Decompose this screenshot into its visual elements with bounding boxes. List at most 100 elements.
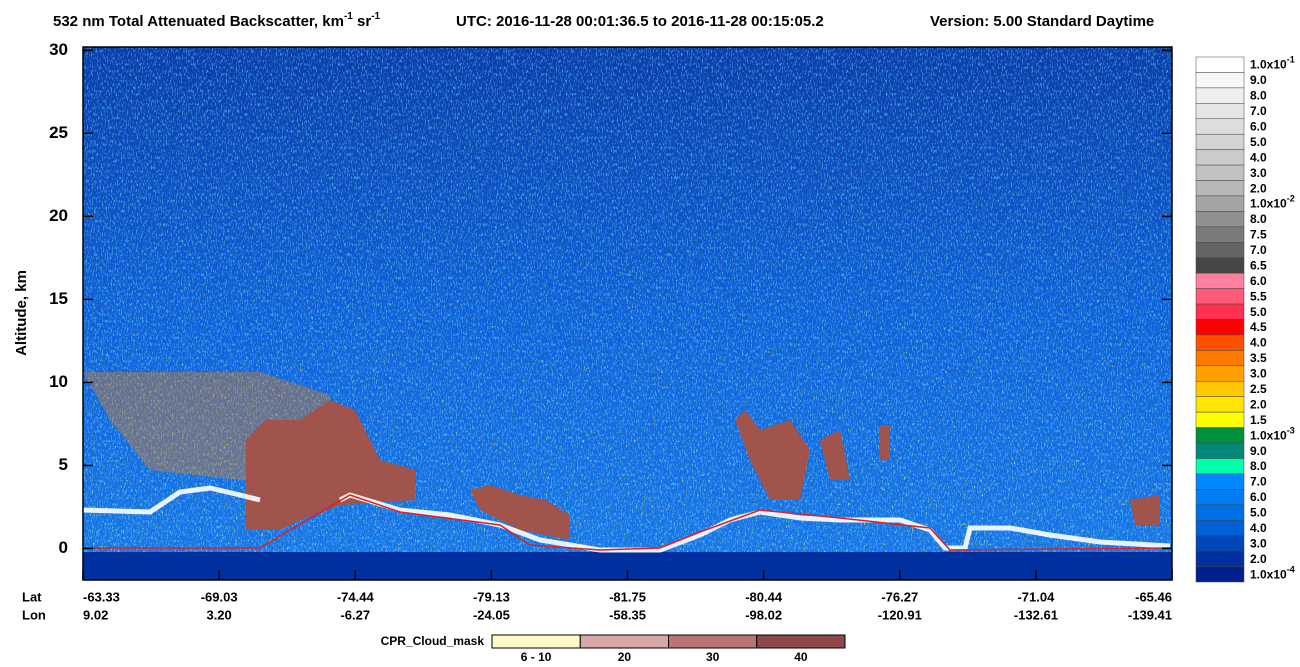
colorbar-swatch <box>1195 56 1245 73</box>
colorbar-label: 1.0x10-1 <box>1250 55 1295 72</box>
colorbar-swatch <box>1195 272 1245 289</box>
colorbar-label: 1.5 <box>1250 413 1267 427</box>
colorbar-swatch <box>1195 118 1245 135</box>
x-row-name: Lon <box>22 607 46 622</box>
legend-swatch <box>668 634 758 649</box>
colorbar-label: 9.0 <box>1250 73 1267 87</box>
colorbar-swatch <box>1195 535 1245 552</box>
colorbar-label-text: 1.0x10 <box>1250 567 1287 581</box>
colorbar-label: 4.0 <box>1250 151 1267 165</box>
colorbar-label-text: 1.5 <box>1250 413 1267 427</box>
colorbar-label: 9.0 <box>1250 444 1267 458</box>
colorbar-label: 5.0 <box>1250 305 1267 319</box>
colorbar-swatch <box>1195 195 1245 212</box>
colorbar-label-text: 4.0 <box>1250 336 1267 350</box>
x-tick-label: 9.02 <box>83 607 108 622</box>
colorbar-swatch <box>1195 103 1245 120</box>
colorbar-label-text: 2.5 <box>1250 382 1267 396</box>
colorbar-label: 7.5 <box>1250 228 1267 242</box>
legend-label: 40 <box>794 650 808 664</box>
colorbar-label: 4.0 <box>1250 336 1267 350</box>
colorbar-label-text: 9.0 <box>1250 73 1267 87</box>
colorbar-label-text: 7.0 <box>1250 475 1267 489</box>
colorbar-swatch <box>1195 396 1245 413</box>
colorbar-label-text: 6.0 <box>1250 490 1267 504</box>
colorbar-swatch <box>1195 519 1245 536</box>
colorbar-label-text: 3.0 <box>1250 166 1267 180</box>
colorbar-label-text: 7.0 <box>1250 243 1267 257</box>
x-tick-label: -81.75 <box>609 589 646 604</box>
colorbar-swatch <box>1195 87 1245 104</box>
colorbar-label-text: 5.0 <box>1250 305 1267 319</box>
x-tick-label: -63.33 <box>83 589 120 604</box>
colorbar-label-text: 6.5 <box>1250 259 1267 273</box>
colorbar-swatch <box>1195 257 1245 274</box>
legend-label: 20 <box>618 650 632 664</box>
colorbar-swatch <box>1195 504 1245 521</box>
colorbar-label-text: 6.0 <box>1250 274 1267 288</box>
x-tick-label: -80.44 <box>745 589 783 604</box>
colorbar-label: 6.0 <box>1250 274 1267 288</box>
colorbar-label-text: 8.0 <box>1250 212 1267 226</box>
colorbar-label: 1.0x10-4 <box>1250 565 1295 582</box>
colorbar-label: 8.0 <box>1250 212 1267 226</box>
colorbar-swatch <box>1195 365 1245 382</box>
colorbar-swatch <box>1195 288 1245 305</box>
colorbar-label: 2.0 <box>1250 398 1267 412</box>
y-tick-label: 20 <box>49 206 68 225</box>
colorbar-label-text: 7.5 <box>1250 228 1267 242</box>
colorbar-swatch <box>1195 411 1245 428</box>
colorbar-label-exp: -4 <box>1287 565 1295 575</box>
colorbar-swatch <box>1195 458 1245 475</box>
colorbar-label: 4.5 <box>1250 320 1267 334</box>
colorbar-swatch <box>1195 72 1245 89</box>
colorbar-label: 1.0x10-2 <box>1250 194 1295 211</box>
colorbar-label-text: 1.0x10 <box>1250 197 1287 211</box>
x-tick-label: -24.05 <box>473 607 510 622</box>
colorbar-swatch <box>1195 489 1245 506</box>
colorbar-label-text: 7.0 <box>1250 104 1267 118</box>
y-tick-label: 25 <box>49 123 68 142</box>
colorbar-label: 8.0 <box>1250 89 1267 103</box>
title-utc: UTC: 2016-11-28 00:01:36.5 to 2016-11-28… <box>456 13 824 30</box>
colorbar-label: 3.5 <box>1250 351 1267 365</box>
colorbar-label-text: 5.0 <box>1250 506 1267 520</box>
x-tick-label: -139.41 <box>1128 607 1172 622</box>
y-axis-label: Altitude, km <box>13 270 30 356</box>
colorbar-label: 2.0 <box>1250 181 1267 195</box>
x-tick-label: -58.35 <box>609 607 646 622</box>
colorbar-label-text: 1.0x10 <box>1250 58 1287 72</box>
legend-title: CPR_Cloud_mask <box>381 634 485 648</box>
legend-swatch <box>756 634 846 649</box>
backscatter-field <box>83 47 1172 580</box>
colorbar-swatch <box>1195 211 1245 228</box>
chart-title: 532 nm Total Attenuated Backscatter, km-… <box>53 11 1154 30</box>
colorbar-label-text: 5.5 <box>1250 290 1267 304</box>
colorbar-label-exp: -2 <box>1287 194 1295 204</box>
colorbar-label: 3.0 <box>1250 166 1267 180</box>
colorbar-label-text: 9.0 <box>1250 444 1267 458</box>
colorbar-label: 7.0 <box>1250 104 1267 118</box>
colorbar-swatch <box>1195 334 1245 351</box>
colorbar-label: 7.0 <box>1250 243 1267 257</box>
title-sup: -1 <box>344 11 353 22</box>
x-tick-label: -120.91 <box>878 607 922 622</box>
colorbar-label: 2.0 <box>1250 552 1267 566</box>
colorbar-label-text: 3.5 <box>1250 351 1267 365</box>
colorbar-label: 6.5 <box>1250 259 1267 273</box>
colorbar-swatch <box>1195 473 1245 490</box>
colorbar-label-text: 4.5 <box>1250 320 1267 334</box>
colorbar-swatch <box>1195 442 1245 459</box>
x-tick-label: -69.03 <box>201 589 238 604</box>
colorbar-label-text: 2.0 <box>1250 552 1267 566</box>
title-sup: -1 <box>371 11 380 22</box>
colorbar-swatch <box>1195 133 1245 150</box>
legend-label: 30 <box>706 650 720 664</box>
colorbar-label-text: 2.0 <box>1250 398 1267 412</box>
colorbar-label-text: 2.0 <box>1250 181 1267 195</box>
x-tick-label: -79.13 <box>473 589 510 604</box>
y-tick-label: 10 <box>49 372 68 391</box>
y-tick-label: 0 <box>59 538 68 557</box>
colorbar-swatch <box>1195 242 1245 258</box>
